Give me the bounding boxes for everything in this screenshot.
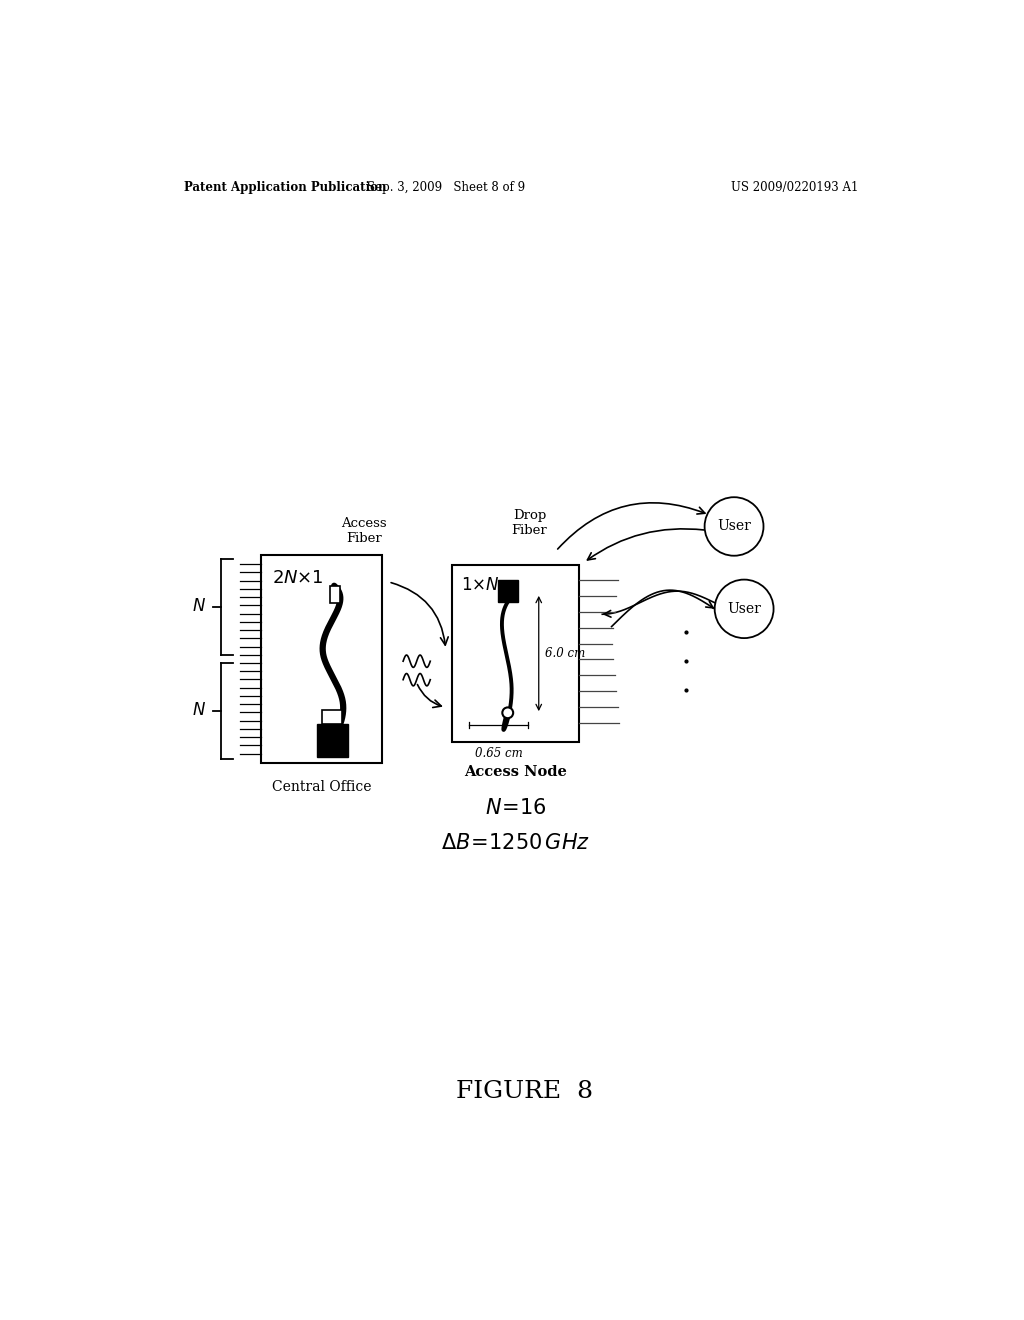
- Bar: [317, 725, 348, 756]
- Text: 0.65 cm: 0.65 cm: [474, 747, 522, 760]
- Text: Central Office: Central Office: [272, 780, 372, 793]
- Text: US 2009/0220193 A1: US 2009/0220193 A1: [731, 181, 858, 194]
- FancyArrowPatch shape: [391, 582, 449, 645]
- Text: FIGURE  8: FIGURE 8: [457, 1080, 593, 1104]
- Text: $2N{\times}1$: $2N{\times}1$: [272, 569, 324, 587]
- Circle shape: [705, 498, 764, 556]
- Circle shape: [503, 708, 513, 718]
- Bar: [330, 586, 340, 603]
- Text: User: User: [727, 602, 761, 616]
- Bar: [499, 581, 518, 602]
- Text: Access Node: Access Node: [464, 766, 567, 779]
- Text: Access
Fiber: Access Fiber: [342, 517, 387, 545]
- Text: $\Delta B\!=\!1250\,GHz$: $\Delta B\!=\!1250\,GHz$: [441, 833, 590, 853]
- Circle shape: [715, 579, 773, 638]
- Text: Sep. 3, 2009   Sheet 8 of 9: Sep. 3, 2009 Sheet 8 of 9: [367, 181, 525, 194]
- Text: $N$: $N$: [193, 598, 206, 615]
- Bar: [452, 565, 579, 742]
- FancyArrowPatch shape: [604, 610, 611, 618]
- Text: Drop
Fiber: Drop Fiber: [512, 510, 547, 537]
- Bar: [261, 554, 382, 763]
- Bar: [322, 710, 342, 725]
- FancyArrowPatch shape: [706, 602, 713, 609]
- Text: $N$: $N$: [193, 702, 206, 719]
- Text: $1{\times}N$: $1{\times}N$: [461, 577, 500, 594]
- FancyArrowPatch shape: [588, 529, 705, 560]
- FancyArrowPatch shape: [558, 503, 705, 549]
- Text: User: User: [717, 520, 751, 533]
- Text: 6.0 cm: 6.0 cm: [545, 647, 585, 660]
- Text: Patent Application Publication: Patent Application Publication: [183, 181, 386, 194]
- FancyArrowPatch shape: [418, 685, 441, 708]
- Text: $N\!=\!16$: $N\!=\!16$: [484, 797, 547, 817]
